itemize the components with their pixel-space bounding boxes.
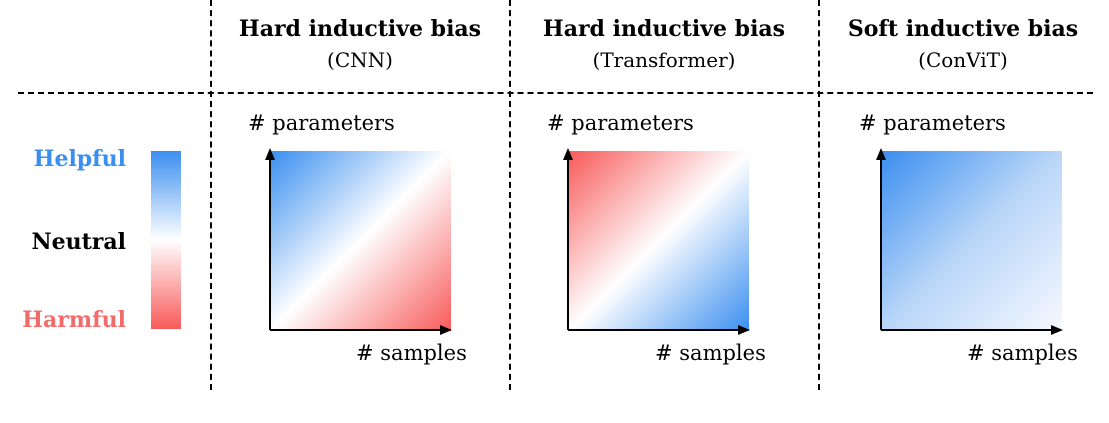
legend-harmful-label: Harmful (22, 307, 126, 333)
panel-cnn-x-label: # samples (356, 341, 467, 365)
column-title-transformer: Hard inductive bias (542, 16, 786, 42)
header-divider (18, 92, 1093, 94)
panel-transformer-y-label: # parameters (547, 111, 694, 135)
panel-cnn-heatmap (271, 151, 451, 331)
legend-neutral-label: Neutral (31, 229, 126, 255)
panel-convit-axes (876, 148, 1063, 335)
column-divider-1 (210, 0, 212, 390)
panel-convit-y-label: # parameters (859, 111, 1006, 135)
panel-convit-x-label: # samples (967, 341, 1078, 365)
legend-colorbar (151, 151, 181, 329)
panel-cnn-y-label: # parameters (248, 111, 395, 135)
column-title-cnn: Hard inductive bias (238, 16, 482, 42)
panel-transformer-heatmap (569, 151, 749, 331)
column-subtitle-transformer: (Transformer) (592, 48, 736, 72)
panel-transformer-axes (563, 148, 750, 335)
column-divider-3 (818, 0, 820, 390)
panel-convit-heatmap (882, 151, 1062, 331)
column-subtitle-convit: (ConViT) (918, 48, 1008, 72)
legend-helpful-label: Helpful (33, 146, 126, 172)
column-title-convit: Soft inductive bias (847, 16, 1079, 42)
column-subtitle-cnn: (CNN) (327, 48, 393, 72)
panel-cnn-axes (265, 148, 452, 335)
column-divider-2 (509, 0, 511, 390)
panel-transformer-x-label: # samples (655, 341, 766, 365)
